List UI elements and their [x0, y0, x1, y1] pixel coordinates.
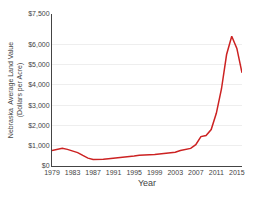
svg-text:1999: 1999: [147, 169, 163, 176]
svg-text:2003: 2003: [167, 169, 183, 176]
svg-text:2015: 2015: [229, 169, 245, 176]
svg-text:$6,000: $6,000: [28, 41, 50, 48]
svg-text:1983: 1983: [65, 169, 81, 176]
svg-text:$0: $0: [42, 162, 50, 169]
svg-text:1991: 1991: [106, 169, 122, 176]
svg-text:1987: 1987: [85, 169, 101, 176]
svg-text:2011: 2011: [209, 169, 224, 176]
svg-text:1979: 1979: [44, 169, 60, 176]
svg-text:Year: Year: [138, 178, 156, 188]
svg-text:$5,000: $5,000: [28, 61, 50, 68]
svg-text:$7,500: $7,500: [28, 10, 50, 17]
svg-text:$1,000: $1,000: [28, 142, 50, 149]
svg-text:2007: 2007: [188, 169, 204, 176]
svg-text:$2,000: $2,000: [28, 122, 50, 129]
svg-text:$3,000: $3,000: [28, 102, 50, 109]
svg-text:1995: 1995: [126, 169, 142, 176]
svg-text:$4,000: $4,000: [28, 81, 50, 88]
svg-text:Nebraska Average Land Value(D: Nebraska Average Land Value(Dollars per …: [7, 42, 24, 138]
